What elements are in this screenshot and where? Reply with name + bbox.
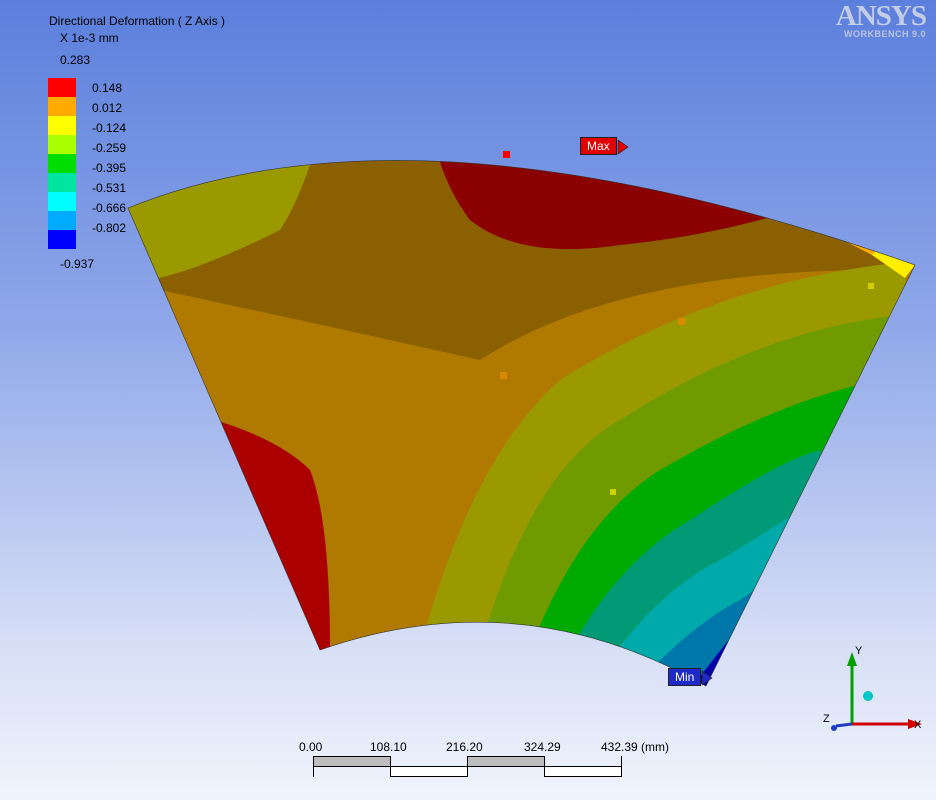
legend-color-bar: [48, 78, 76, 249]
legend-level-label: -0.124: [92, 121, 127, 135]
legend-level-label: -0.395: [92, 161, 127, 175]
mesh-marker: [678, 318, 685, 325]
mesh-marker: [503, 151, 510, 158]
legend-swatch: [48, 135, 76, 154]
triad-iso-ball: [863, 691, 873, 701]
scale-segment: [390, 766, 468, 777]
legend-swatch: [48, 154, 76, 173]
x-axis-label: X: [914, 719, 922, 731]
scale-tick-label: 108.10: [370, 740, 407, 754]
scale-segment: [467, 756, 545, 767]
axis-triad[interactable]: Y X Z: [818, 640, 928, 745]
z-axis-label: Z: [823, 713, 830, 725]
max-probe-label[interactable]: Max: [580, 137, 617, 155]
scale-tick-label: 216.20: [446, 740, 483, 754]
legend-level-label: -0.531: [92, 181, 127, 195]
scale-tick-label: 0.00: [299, 740, 323, 754]
scale-tick-label: 324.29: [524, 740, 561, 754]
z-axis-arrow: [831, 725, 837, 731]
legend-swatch: [48, 116, 76, 135]
min-probe-label[interactable]: Min: [668, 668, 702, 686]
legend-swatch: [48, 192, 76, 211]
legend-level-label: 0.012: [92, 101, 123, 115]
mesh-marker: [500, 372, 507, 379]
legend-level-label: -0.802: [92, 221, 127, 235]
logo-name: ANSYS: [835, 0, 927, 32]
contour-band-red: [432, 160, 810, 250]
legend-unit: X 1e-3 mm: [60, 31, 119, 45]
contour-band-yellow: [128, 160, 318, 280]
legend-swatch: [48, 78, 76, 97]
scale-segment: [544, 766, 622, 777]
legend-level-label: -0.259: [92, 141, 127, 155]
mesh-marker: [610, 489, 616, 495]
legend-swatch: [48, 97, 76, 116]
mesh-marker: [868, 283, 874, 289]
scale-segment: [313, 756, 391, 767]
legend-swatch: [48, 211, 76, 230]
min-probe-pointer: [701, 670, 713, 686]
deformation-contours: [128, 160, 915, 687]
legend-level-label: -0.666: [92, 201, 127, 215]
model-outline: [127, 160, 916, 687]
max-probe-pointer: [617, 139, 629, 155]
y-axis-label: Y: [855, 645, 863, 657]
scale-bar: [313, 756, 622, 777]
scale-tick-label: 432.39 (mm): [601, 740, 670, 754]
legend-title: Directional Deformation ( Z Axis ): [49, 14, 226, 28]
ansys-logo: ANSYS WORKBENCH 9.0: [835, 0, 927, 39]
legend-swatch: [48, 230, 76, 249]
legend-swatch: [48, 173, 76, 192]
legend-max-value: 0.283: [60, 53, 91, 67]
logo-product: WORKBENCH 9.0: [843, 29, 926, 39]
legend-level-label: 0.148: [92, 81, 123, 95]
legend-min-value: -0.937: [60, 257, 95, 271]
